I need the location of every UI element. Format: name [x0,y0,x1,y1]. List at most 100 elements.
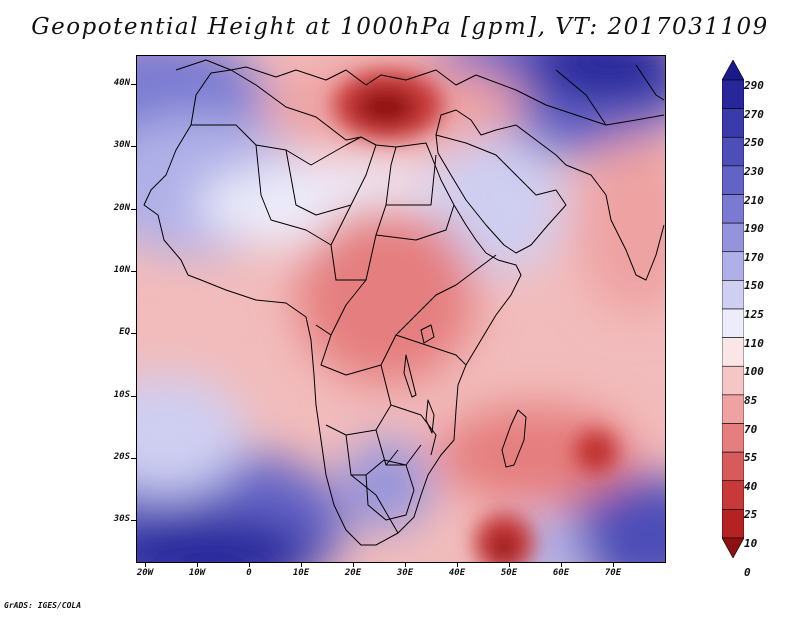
colorbar-swatch [721,222,745,253]
red-sea-gulf [435,109,517,136]
colorbar-level-label: 125 [744,308,764,321]
high-south-atlantic-core [136,515,316,563]
high-arabia [426,135,566,275]
colorbar-swatch [721,480,745,510]
arabia-coastline [435,134,567,254]
europe-coastline [175,59,477,86]
colorbar-level-label: 110 [744,336,764,350]
lon-label: 60E [552,568,570,578]
lake-malawi [425,399,435,434]
lat-label: 40N [113,78,130,88]
colorbar-swatch [721,136,745,167]
colorbar-swatch [721,451,745,482]
lon-label: 40E [448,568,466,578]
colorbar-bottom-triangle [721,537,745,559]
colorbar-swatch [721,394,745,424]
colorbar-level-label: 40 [744,479,758,493]
africa-coastline [143,69,522,546]
map-title: Geopotential Height at 1000hPa [gpm], VT… [31,14,769,40]
colorbar-level-label: 55 [744,451,758,465]
lat-tick [131,396,136,397]
lon-label: 70E [604,568,622,578]
colorbar-swatch [721,365,745,396]
colorbar-swatch [721,194,745,224]
colorbar-top-triangle [721,59,745,81]
low-madagascar-band [436,405,636,505]
lat-label: 10S [113,390,130,400]
india-coastline [565,164,665,281]
lat-label: 20N [113,203,130,213]
lon-label: 10W [188,568,206,578]
high-south-indian [566,475,666,563]
central-asia-borders [475,64,665,126]
lat-label: EQ [119,327,130,337]
lon-label: 20W [136,568,154,578]
colorbar-level-label: 250 [744,136,764,150]
lake-tanganyika [403,354,417,398]
colorbar-level-label: 70 [744,422,758,436]
colorbar-level-label: 100 [744,365,764,379]
lon-tick [197,563,198,567]
low-core-south-madagascar-center [490,535,518,559]
lon-label: 10E [292,568,310,578]
lon-tick [561,563,562,567]
lon-tick [509,563,510,567]
colorbar-level-label: 290 [744,79,764,92]
lat-tick [131,146,136,147]
colorbar-level-label: 85 [744,393,758,407]
colorbar-level-label: 210 [744,193,764,207]
geopotential-height-map [136,55,666,563]
lon-label: 0 [246,568,252,578]
low-central-africa [296,205,476,385]
low-core-mascarene-center [586,446,606,464]
lon-label: 50E [500,568,518,578]
lon-tick [145,563,146,567]
lat-label: 30S [113,514,130,524]
colorbar-level-label: 0 [744,565,751,579]
lake-victoria [420,324,435,344]
lat-label: 10N [113,265,130,275]
colorbar-level-label: 10 [744,537,758,550]
low-core-mediterranean-center [356,89,416,125]
low-india [576,135,666,315]
colorbar-level-label: 230 [744,164,764,178]
colorbar-swatch [721,337,745,367]
lon-tick [613,563,614,567]
colorbar-level-label: 150 [744,279,764,293]
colorbar-level-label: 270 [744,107,764,121]
madagascar [501,409,527,468]
colorbar-level-label: 170 [744,250,764,264]
southern-africa-borders [351,449,415,521]
colorbar-swatch [721,423,745,453]
colorbar-swatch [721,251,745,281]
lon-tick [457,563,458,567]
lat-tick [131,458,136,459]
lon-label: 30E [396,568,414,578]
lon-tick [301,563,302,567]
african-borders [191,124,497,534]
lon-tick [405,563,406,567]
high-central-asia-core [526,55,666,105]
colorbar-swatch [721,308,745,338]
colorbar-swatch [721,108,745,138]
colorbar-swatch [721,509,745,539]
lat-tick [131,84,136,85]
height-field [136,55,666,563]
lat-tick [131,209,136,210]
colorbar-swatch [721,280,745,310]
colorbar-swatch [721,165,745,195]
persian-gulf [515,124,567,166]
colorbar-svg [721,59,745,559]
high-south-atlantic-edge [136,375,246,495]
high-southern-africa [341,440,431,530]
lat-tick [131,271,136,272]
lat-label: 20S [113,452,130,462]
map-svg [136,55,666,563]
low-cores [333,70,618,563]
lat-label: 30N [113,140,130,150]
lon-tick [249,563,250,567]
colorbar [721,59,745,559]
colorbar-level-label: 190 [744,222,764,236]
lat-tick [131,520,136,521]
grads-credit: GrADS: IGES/COLA [4,601,82,610]
